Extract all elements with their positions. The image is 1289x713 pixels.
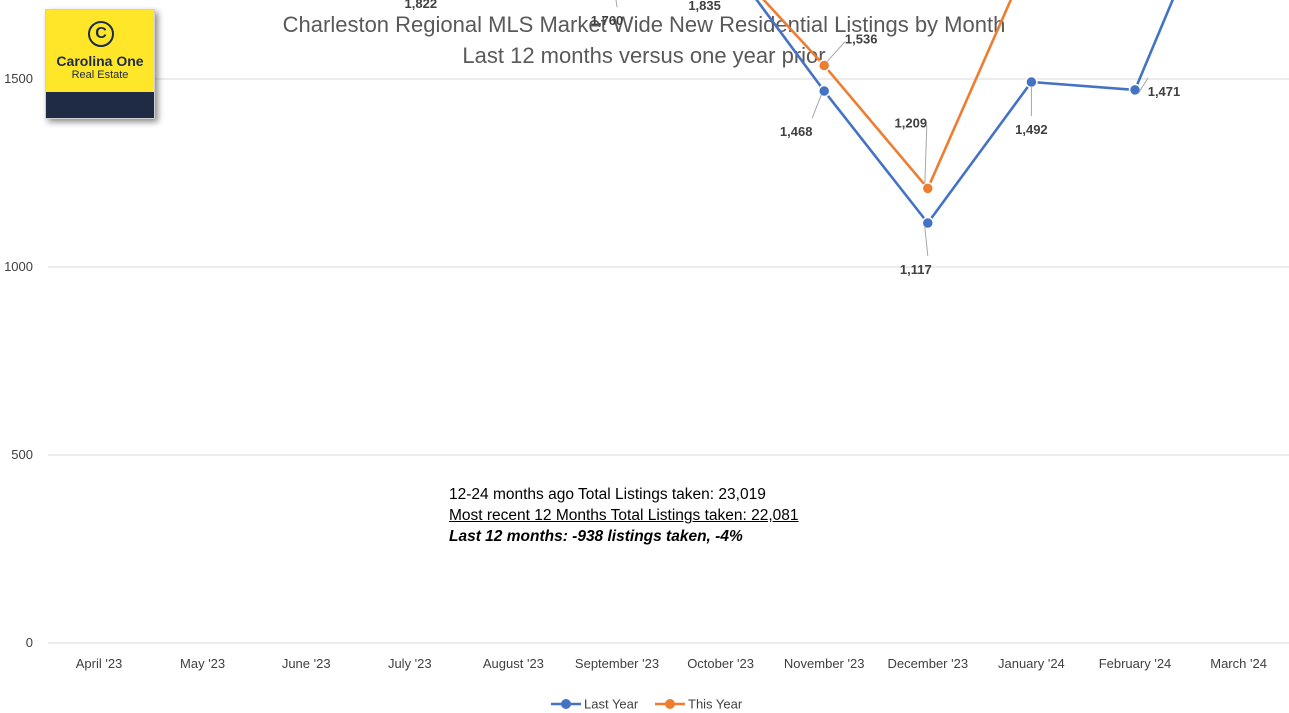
x-tick-label: November '23 [784, 656, 865, 671]
y-tick-label: 1000 [4, 259, 33, 274]
data-label: 1,468 [780, 124, 813, 139]
summary-notes: 12-24 months ago Total Listings taken: 2… [449, 484, 799, 547]
y-axis: 050010001500200025003000 [4, 71, 33, 650]
note-recent-total: Most recent 12 Months Total Listings tak… [449, 507, 799, 524]
data-point [1025, 75, 1038, 89]
y-tick-label: 1500 [4, 71, 33, 86]
legend-label: This Year [688, 697, 743, 712]
data-label: 1,117 [900, 262, 932, 277]
data-point [817, 84, 831, 98]
data-label: 1,536 [845, 31, 878, 46]
label-leader-line [811, 94, 822, 119]
legend: Last Year This Year [551, 697, 743, 712]
x-tick-label: May '23 [180, 656, 225, 671]
x-tick-label: December '23 [888, 656, 969, 671]
data-point [817, 59, 831, 72]
data-label: 1,760 [591, 13, 624, 28]
note-prior-total: 12-24 months ago Total Listings taken: 2… [449, 486, 766, 503]
x-axis: April '23 May '23 June '23 July '23 August '… [76, 656, 1267, 671]
y-tick-label: 0 [26, 635, 33, 650]
label-leader-line [1137, 77, 1149, 95]
logo-navy-bar [46, 92, 154, 118]
x-tick-label: September '23 [575, 656, 659, 671]
x-tick-label: April '23 [76, 656, 123, 671]
logo-brand-name: Carolina One [56, 53, 144, 69]
x-tick-label: June '23 [282, 656, 331, 671]
data-label: 1,822 [405, 0, 438, 11]
label-leader-line [924, 226, 929, 257]
label-leader-line [826, 41, 846, 62]
series-line [755, 0, 1175, 225]
data-label: 1,471 [1148, 84, 1181, 99]
data-point [921, 216, 935, 230]
legend-swatch-marker [665, 699, 675, 709]
data-point [921, 182, 935, 195]
data-label: 1,835 [688, 0, 721, 13]
data-label: 1,492 [1015, 122, 1048, 137]
x-tick-label: October '23 [687, 656, 754, 671]
label-leader-line [924, 125, 928, 185]
label-leader-line [615, 0, 618, 8]
copyright-c-icon: C [88, 21, 114, 47]
series [755, 0, 1175, 230]
carolina-one-logo: C Carolina One Real Estate [45, 9, 155, 119]
x-tick-label: January '24 [998, 656, 1065, 671]
logo-tagline: Real Estate [71, 69, 129, 81]
y-tick-label: 500 [11, 447, 33, 462]
x-tick-label: July '23 [388, 656, 432, 671]
chart-subtitle: Last 12 months versus one year prior [462, 43, 825, 68]
legend-swatch-marker [561, 699, 571, 709]
data-label: 1,209 [895, 115, 928, 130]
data-point [1128, 83, 1142, 97]
x-tick-label: February '24 [1099, 656, 1172, 671]
x-tick-label: March '24 [1210, 656, 1267, 671]
legend-label: Last Year [584, 697, 639, 712]
x-tick-label: August '23 [483, 656, 544, 671]
gridlines [48, 78, 1289, 644]
data-labels: 2,3152,6052,5742,1951,9991,8191,8401,468… [405, 0, 1181, 277]
note-change: Last 12 months: -938 listings taken, -4% [449, 528, 743, 545]
chart-title: Charleston Regional MLS Market Wide New … [283, 12, 1006, 37]
